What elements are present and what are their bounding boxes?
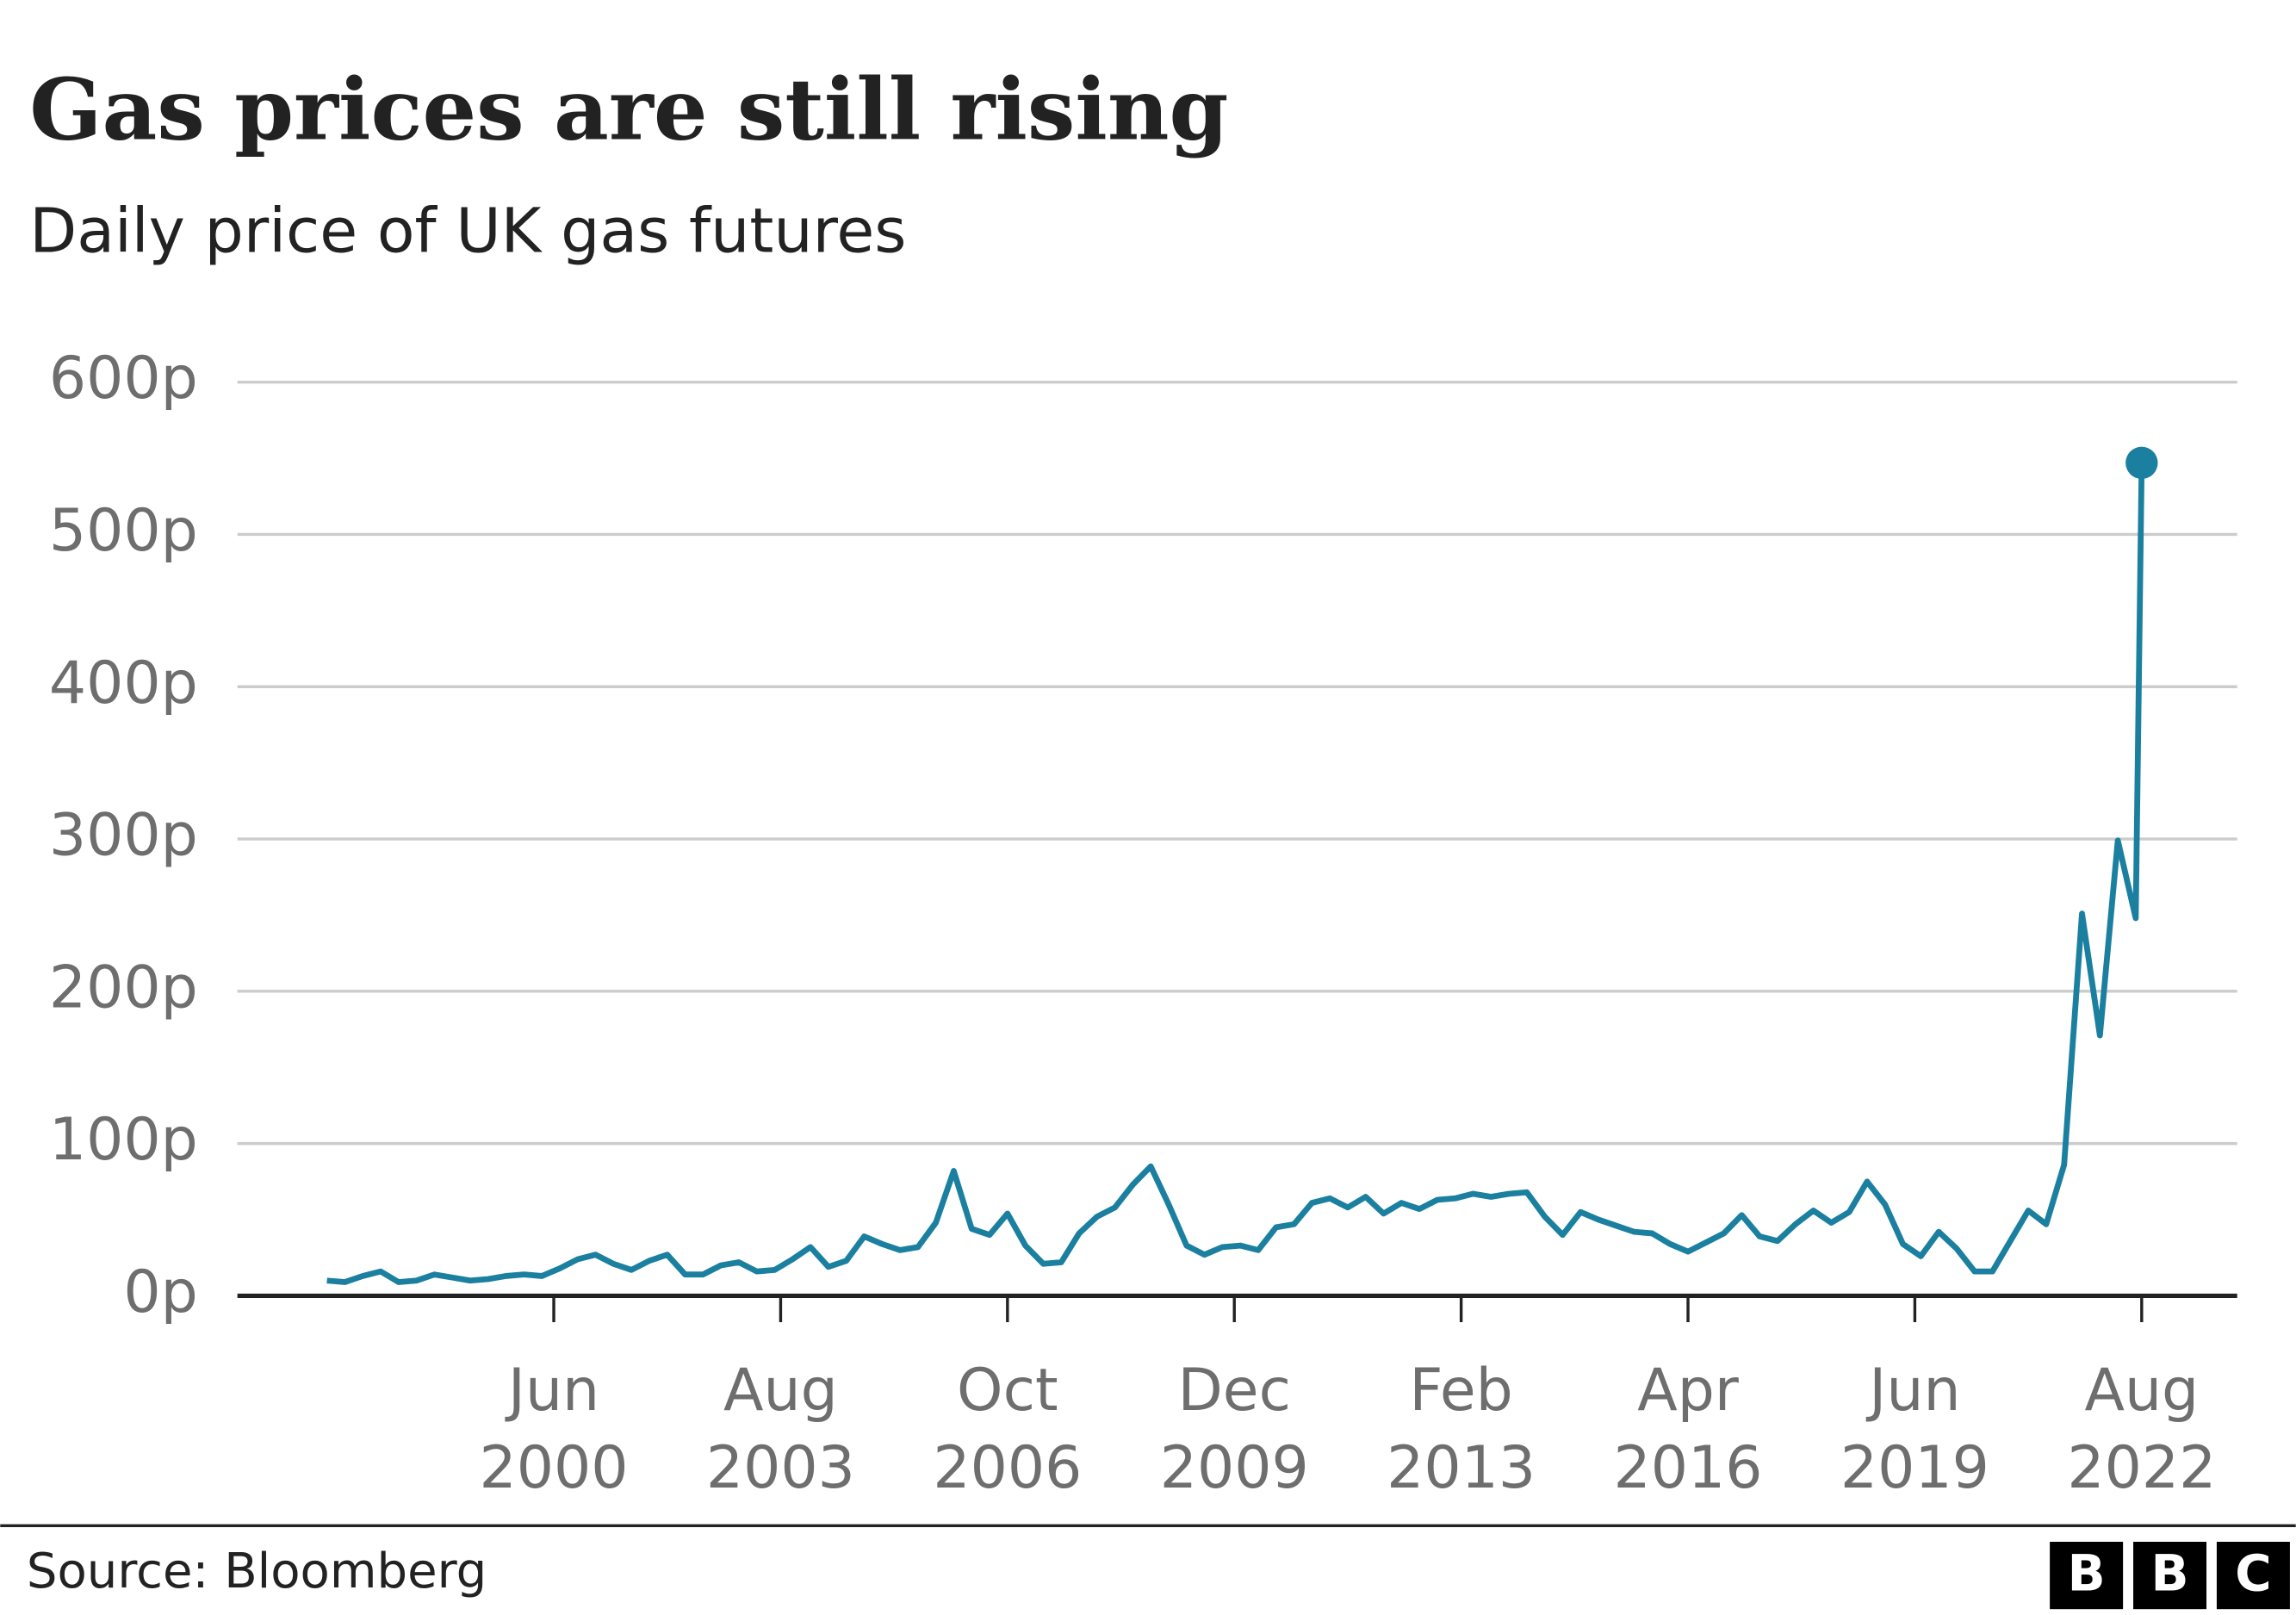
x-tick-label: Oct 2006	[933, 1357, 1082, 1502]
logo-box	[2133, 1542, 2207, 1610]
x-tick-label-line: Dec	[1177, 1357, 1291, 1425]
logo-letter: B	[2151, 1544, 2189, 1602]
x-tick-label: Dec 2009	[1160, 1357, 1309, 1502]
x-tick-label-line: Aug	[2084, 1357, 2199, 1425]
x-tick-label: Aug 2022	[2067, 1357, 2216, 1502]
x-tick-label-line: 2000	[480, 1434, 629, 1502]
logo-box	[2216, 1542, 2290, 1610]
y-tick-label: 600p	[49, 345, 198, 413]
line	[326, 463, 2145, 1285]
x-tick-label: Feb 2013	[1387, 1357, 1536, 1502]
x-tick-label-line: 2009	[1160, 1434, 1309, 1502]
x-tick-label-line: Feb	[1409, 1357, 1512, 1425]
x-tick-label-line: 2003	[706, 1434, 855, 1502]
x-tick-label-line: Jun	[1865, 1357, 1960, 1425]
x-tick-label-line: Apr	[1637, 1357, 1739, 1425]
end-point	[2125, 446, 2158, 480]
y-tick-label: 0p	[123, 1258, 197, 1326]
x-tick-label: Jun 2019	[1840, 1357, 1989, 1502]
x-tick-label: Aug 2003	[706, 1357, 855, 1502]
y-tick-label: 100p	[49, 1106, 198, 1174]
x-tick-label: Apr 2016	[1614, 1357, 1763, 1502]
x-tick-label-line: 2006	[933, 1434, 1082, 1502]
x-tick-label-line: 2019	[1840, 1434, 1989, 1502]
logo-letter: B	[2068, 1544, 2106, 1602]
chart-subtitle: Daily price of UK gas futures	[29, 195, 906, 266]
y-tick-label: 300p	[49, 802, 198, 870]
source: Source: Bloomberg	[27, 1544, 487, 1599]
chart-title: Gas prices are still rising	[29, 59, 1228, 159]
y-tick-label: 200p	[49, 953, 198, 1022]
logo-letter: C	[2235, 1544, 2271, 1602]
x-tick-label-line: Oct	[957, 1357, 1058, 1425]
x-tick-label-line: 2016	[1614, 1434, 1763, 1502]
y-tick-label: 500p	[49, 497, 198, 565]
x-tick-label-line: 2013	[1387, 1434, 1536, 1502]
x-tick-label-line: 2022	[2067, 1434, 2216, 1502]
x-tick-label-line: Jun	[505, 1357, 599, 1425]
x-tick-label-line: Aug	[723, 1357, 838, 1425]
x-tick-label: Jun 2000	[480, 1357, 629, 1502]
y-tick-label: 400p	[49, 649, 198, 717]
logo-box	[2050, 1542, 2124, 1610]
